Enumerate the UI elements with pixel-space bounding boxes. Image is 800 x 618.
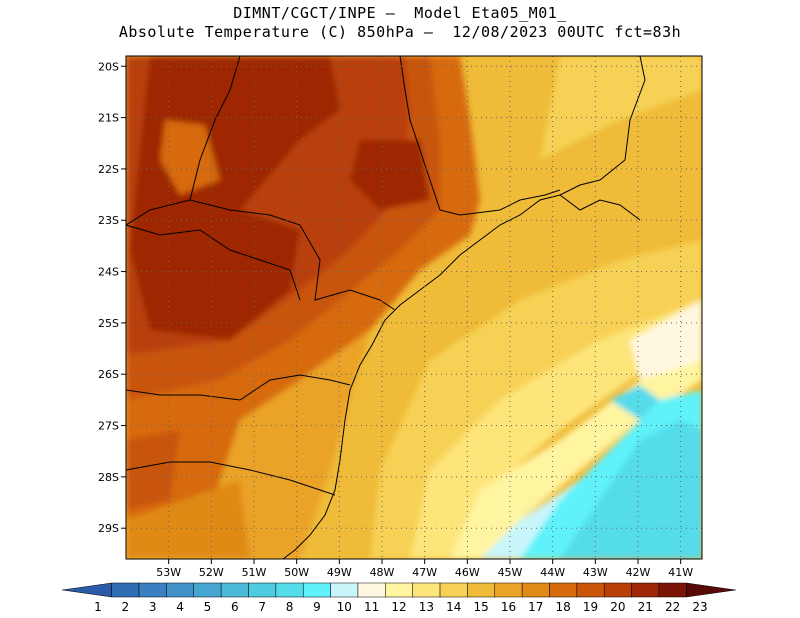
field-band-19b <box>126 430 180 510</box>
lon-tick-label: 49W <box>327 566 352 579</box>
colorbar-label: 14 <box>446 600 461 614</box>
colorbar-label: 11 <box>364 600 379 614</box>
colorbar-label: 22 <box>665 600 680 614</box>
coastline <box>282 55 646 560</box>
state-border-sc-rs <box>125 461 336 496</box>
colorbar-swatch <box>275 582 304 598</box>
state-border-mg-sp <box>399 55 561 216</box>
colorbar-label: 13 <box>419 600 434 614</box>
colorbar-label: 2 <box>122 600 130 614</box>
lat-tick-label: 25S <box>98 317 119 330</box>
colorbar-swatch <box>111 582 140 598</box>
colorbar-swatch <box>330 582 359 598</box>
lon-tick-label: 43W <box>583 566 608 579</box>
lon-tick-label: 46W <box>455 566 480 579</box>
lat-tick-label: 28S <box>98 471 119 484</box>
colorbar-label: 15 <box>473 600 488 614</box>
field-band-14 <box>540 56 702 160</box>
lat-tick-label: 29S <box>98 522 119 535</box>
colorbar-swatch <box>302 582 331 598</box>
state-border-rj <box>559 194 641 221</box>
state-border-interior <box>125 224 301 301</box>
colorbar-label: 10 <box>337 600 352 614</box>
colorbar-swatch <box>467 582 496 598</box>
colorbar-swatch <box>62 582 112 598</box>
colorbar-swatch <box>385 582 413 598</box>
colorbar-swatch <box>549 582 578 598</box>
axis-ticks: 20S 21S 22S 23S 24S 25S 26S 27S 28S 29S 53W 52W 51W 5… <box>98 60 693 579</box>
state-border-ms-pr <box>125 55 241 226</box>
colorbar-label: 5 <box>204 600 212 614</box>
colorbar-swatch <box>521 582 550 598</box>
field-band-8 <box>560 420 702 559</box>
lon-tick-label: 45W <box>498 566 523 579</box>
colorbar-label: 18 <box>556 600 571 614</box>
colorbar-label: 20 <box>610 600 625 614</box>
colorbar-label: 21 <box>638 600 653 614</box>
lon-tick-label: 52W <box>199 566 224 579</box>
lon-tick-label: 48W <box>370 566 395 579</box>
colorbar-swatch <box>248 582 277 598</box>
colorbar-label: 12 <box>391 600 406 614</box>
graticule <box>126 56 702 559</box>
colorbar-swatch <box>576 582 605 598</box>
state-border-pr-sc <box>125 374 351 401</box>
map-title-line-2: Absolute Temperature (C) 850hPa – 12/08/… <box>118 23 682 41</box>
colorbar-swatch <box>686 582 736 598</box>
lon-tick-label: 42W <box>626 566 651 579</box>
field-band-8b <box>610 385 660 420</box>
temperature-field <box>126 56 702 559</box>
colorbar-label: 9 <box>313 600 321 614</box>
colorbar-swatch <box>658 582 687 598</box>
state-border-pr-sp <box>189 199 396 311</box>
lat-tick-label: 26S <box>98 368 119 381</box>
lat-tick-label: 23S <box>98 214 119 227</box>
colorbar-label: 4 <box>176 600 184 614</box>
colorbar-swatch <box>357 582 386 598</box>
coastline-borders <box>125 55 646 560</box>
lat-tick-label: 20S <box>98 60 119 73</box>
lon-tick-label: 47W <box>412 566 437 579</box>
colorbar-label: 3 <box>149 600 157 614</box>
lon-tick-label: 51W <box>242 566 267 579</box>
lon-tick-label: 53W <box>156 566 181 579</box>
lat-tick-label: 24S <box>98 266 119 279</box>
colorbar-label: 23 <box>692 600 707 614</box>
colorbar-swatch <box>193 582 222 598</box>
colorbar-swatch <box>412 582 441 598</box>
colorbar: 1 2 3 4 5 6 7 8 9 10 11 12 13 14 15 16 17 18 19 20 21 22 23 <box>62 582 736 614</box>
map-title-line-1: DIMNT/CGCT/INPE – Model Eta05_M01_ <box>233 4 567 22</box>
lat-tick-label: 27S <box>98 420 119 433</box>
field-band-11 <box>630 300 702 380</box>
colorbar-swatch <box>166 582 195 598</box>
lon-tick-label: 50W <box>284 566 309 579</box>
colorbar-swatch <box>220 582 249 598</box>
colorbar-label: 6 <box>231 600 239 614</box>
lat-tick-label: 22S <box>98 163 119 176</box>
colorbar-swatch <box>439 582 468 598</box>
colorbar-swatch <box>138 582 167 598</box>
colorbar-swatch <box>631 582 660 598</box>
plot-frame <box>125 55 703 560</box>
colorbar-swatch <box>603 582 632 598</box>
lon-tick-label: 44W <box>540 566 565 579</box>
colorbar-label: 19 <box>583 600 598 614</box>
field-band-17 <box>126 480 250 559</box>
colorbar-label: 17 <box>528 600 543 614</box>
lon-tick-label: 41W <box>668 566 693 579</box>
field-band-18b <box>160 120 220 195</box>
colorbar-label: 1 <box>94 600 102 614</box>
field-band-21b <box>350 140 430 210</box>
colorbar-label: 8 <box>286 600 294 614</box>
colorbar-swatch <box>494 582 523 598</box>
colorbar-label: 7 <box>258 600 266 614</box>
colorbar-label: 16 <box>501 600 516 614</box>
lat-tick-label: 21S <box>98 112 119 125</box>
